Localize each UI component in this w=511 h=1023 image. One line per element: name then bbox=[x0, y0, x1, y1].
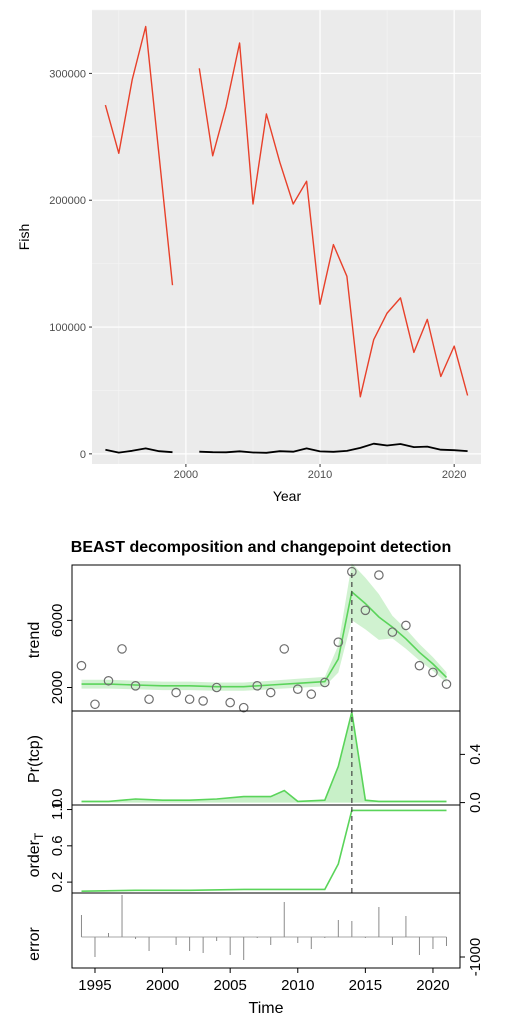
top-x-tick-label: 2010 bbox=[308, 469, 332, 481]
beast-trend-fit-line bbox=[81, 590, 448, 688]
top-y-tick-label: 100000 bbox=[49, 322, 86, 334]
top-x-tick-label: 2020 bbox=[442, 469, 466, 481]
beast-error-label: error bbox=[26, 926, 43, 960]
beast-trend-observed-point bbox=[414, 660, 425, 671]
beast-trend-observed-point bbox=[428, 667, 438, 678]
beast-axis-ticks: 2000 6000 0.0 0.4 0.2 0.6 1.0 -1000 1995 2000 2005… bbox=[49, 604, 484, 994]
top-y-tick-label: 300000 bbox=[49, 68, 86, 80]
beast-trend-observed-point bbox=[265, 687, 276, 698]
beast-trend-label: trend bbox=[26, 622, 43, 658]
beast-prtcp-label: Pr(tcp) bbox=[26, 735, 43, 783]
beast-x-tick-label: 2020 bbox=[416, 977, 449, 994]
beast-x-tick-label: 2015 bbox=[349, 977, 382, 994]
beast-trend-observed-point bbox=[117, 644, 127, 654]
beast-title: BEAST decomposition and changepoint dete… bbox=[71, 539, 451, 556]
top-series-2-line bbox=[105, 442, 468, 454]
beast-trend-observed-point bbox=[279, 644, 290, 654]
beast-trend-observed-point bbox=[76, 660, 87, 671]
beast-trend-observed-point bbox=[103, 675, 114, 686]
beast-panel-frame-2 bbox=[71, 710, 461, 806]
beast-order-line bbox=[81, 809, 447, 892]
beast-prtcp-y-tick-label: 0.0 bbox=[467, 792, 484, 813]
beast-trend-observed-point bbox=[211, 682, 222, 693]
beast-trend-observed-point bbox=[387, 627, 398, 637]
beast-order-y-tick-label: 0.6 bbox=[49, 835, 66, 856]
beast-panel-frame-3 bbox=[71, 804, 461, 894]
beast-order-y-tick-label: 0.2 bbox=[49, 872, 66, 893]
beast-panel-frames bbox=[71, 564, 461, 969]
beast-trend-observed-point bbox=[374, 570, 384, 580]
beast-x-axis-label: Time bbox=[249, 1000, 284, 1017]
beast-x-tick-label: 2005 bbox=[213, 977, 246, 994]
top-x-axis-label: Year bbox=[273, 488, 302, 504]
beast-trend-observed-point bbox=[90, 699, 100, 710]
beast-trend-observed-point bbox=[401, 620, 411, 631]
beast-x-tick-label: 2010 bbox=[281, 977, 314, 994]
beast-trend-y-tick-label: 6000 bbox=[49, 604, 66, 637]
top-x-tick-label: 2000 bbox=[174, 469, 198, 481]
top-gridlines bbox=[92, 9, 481, 464]
beast-trend-observed-point bbox=[252, 681, 263, 691]
beast-panel-frame-4 bbox=[71, 892, 461, 969]
top-panel-background bbox=[92, 10, 481, 464]
top-y-axis-label: Fish bbox=[16, 224, 32, 250]
beast-trend-observed-point bbox=[441, 679, 452, 689]
top-axis-ticks: 2000 2010 2020 0 100000 200000 300000 bbox=[49, 68, 466, 481]
beast-order-label-sub: T bbox=[32, 832, 46, 840]
top-y-tick-label: 0 bbox=[80, 449, 86, 461]
beast-trend-observed-point bbox=[292, 684, 303, 694]
beast-x-tick-label: 2000 bbox=[146, 977, 179, 994]
beast-trend-observed-point bbox=[198, 696, 208, 706]
beast-trend-observed-point bbox=[144, 694, 154, 705]
top-series-1-line bbox=[104, 25, 469, 398]
top-chart: 2000 2010 2020 0 100000 200000 300000 Year Fis… bbox=[16, 9, 481, 504]
beast-bands bbox=[81, 563, 447, 803]
beast-trend-observed-point bbox=[306, 689, 317, 700]
beast-prtcp-line bbox=[81, 712, 447, 803]
beast-trend-observed-point bbox=[171, 687, 181, 698]
top-y-tick-label: 200000 bbox=[49, 195, 86, 207]
beast-trend-observed-point bbox=[238, 702, 249, 713]
top-series-group bbox=[104, 25, 469, 454]
beast-marks bbox=[76, 566, 452, 960]
beast-trend-observed-point bbox=[225, 697, 235, 708]
beast-order-y-tick-label: 1.0 bbox=[49, 799, 66, 820]
beast-order-label: orderT bbox=[26, 832, 46, 877]
beast-trend-observed-point bbox=[333, 637, 344, 647]
beast-chart: BEAST decomposition and changepoint dete… bbox=[26, 539, 484, 1017]
beast-trend-observed-point bbox=[320, 677, 330, 688]
beast-error-y-tick-label: -1000 bbox=[467, 938, 484, 976]
beast-trend-observed-point bbox=[184, 694, 195, 705]
beast-order-label-main: order bbox=[26, 839, 43, 877]
beast-trend-observed-point bbox=[130, 681, 141, 691]
beast-x-tick-label: 1995 bbox=[78, 977, 111, 994]
beast-prtcp-left-label: 1.0 bbox=[49, 789, 66, 810]
beast-trend-y-tick-label: 2000 bbox=[49, 671, 66, 704]
beast-prtcp-area bbox=[81, 712, 447, 803]
beast-trend-observed-point bbox=[360, 605, 371, 616]
beast-prtcp-y-tick-label: 0.4 bbox=[467, 744, 484, 765]
